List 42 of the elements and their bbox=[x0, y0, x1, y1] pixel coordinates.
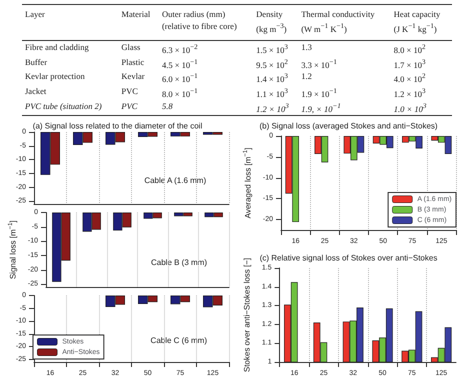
text: 6.3 × 10$^{−2}$ bbox=[160, 42, 199, 56]
text: Buffer bbox=[24, 56, 48, 69]
text: 4.5 × 10$^{−1}$ bbox=[160, 56, 199, 70]
text: 6.0 × 10$^{−1}$ bbox=[160, 71, 199, 86]
text: 1.5 × 10$^{3}$ bbox=[255, 42, 289, 56]
text: 1.2 × 10$^{3}$ bbox=[392, 86, 426, 100]
text: 1.2 bbox=[300, 70, 313, 84]
chart-title: (c) Relative signal loss of Stokes over anti−Stokes bbox=[260, 254, 438, 262]
text: 1.0 × 10$^{3}$ bbox=[392, 101, 428, 116]
text: 5.8 bbox=[160, 100, 174, 114]
chart-title: (a) Signal loss related to the diameter of the coil bbox=[32, 122, 202, 130]
text: Kevlar bbox=[120, 70, 146, 84]
text: 1.1 × 10$^{3}$ bbox=[255, 86, 289, 100]
text: PVC bbox=[120, 100, 138, 114]
text: Material bbox=[120, 8, 152, 21]
text: Fibre and cladding bbox=[24, 40, 90, 54]
y-axis-title: Stokes over anti−Stokes loss [−] bbox=[242, 258, 252, 372]
text: 9.5 × 10$^{2}$ bbox=[255, 56, 289, 70]
text: PVC bbox=[120, 85, 139, 98]
text: Layer bbox=[24, 8, 46, 21]
text: 8.0 × 10$^{2}$ bbox=[392, 42, 426, 56]
text: 1.7 × 10$^{3}$ bbox=[392, 56, 426, 70]
text: Kevlar protection bbox=[24, 70, 86, 84]
text: 1.3 bbox=[300, 40, 313, 54]
text: 1.9 × 10$^{−1}$ bbox=[300, 86, 338, 100]
text: Outer radius (mm) (relative to fibre core) bbox=[160, 8, 238, 33]
text: PVC tube (situation 2) bbox=[24, 100, 103, 114]
text: Glass bbox=[120, 40, 142, 54]
text: Plastic bbox=[120, 56, 146, 69]
text: 1.2 × 10$^{3}$ bbox=[255, 101, 290, 116]
annotation: Cable C (6 mm) bbox=[150, 336, 208, 346]
chart-title: (b) Signal loss (averaged Stokes and anti−Stokes) bbox=[259, 122, 438, 130]
text: 8.0 × 10$^{−1}$ bbox=[160, 86, 199, 100]
text: Thermal conductivity (W m$^{−1}$ K$^{−1}$) bbox=[300, 8, 376, 36]
text: 1.9, × 10$^{−1}$ bbox=[300, 101, 342, 116]
annotation: Cable A (1.6 mm) bbox=[144, 176, 206, 186]
text: 3.3 × 10$^{−1}$ bbox=[300, 56, 338, 70]
text: 1.4 × 10$^{3}$ bbox=[255, 71, 289, 86]
text: Jacket bbox=[24, 85, 48, 98]
text: 4.0 × 10$^{2}$ bbox=[392, 71, 426, 86]
text: Density (kg m$^{−3}$) bbox=[255, 8, 288, 36]
text: Heat capacity (J K$^{−1}$ kg$^{−1}$) bbox=[392, 8, 442, 36]
